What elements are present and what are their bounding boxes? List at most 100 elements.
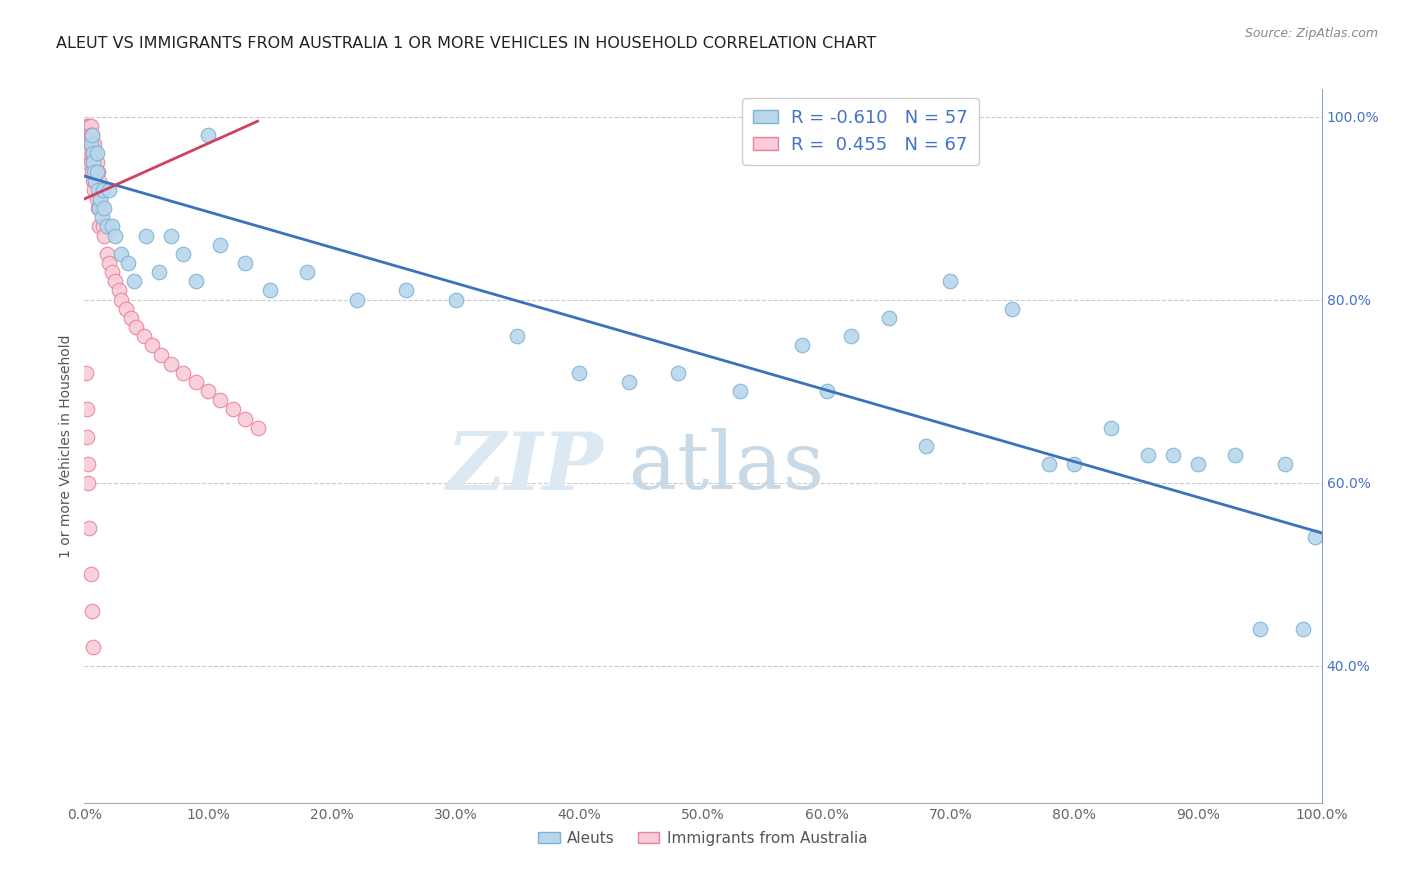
Point xyxy=(1274,458,1296,472)
Point xyxy=(89,192,111,206)
Point xyxy=(79,146,101,161)
Point xyxy=(120,310,142,325)
Point xyxy=(91,219,114,234)
Text: ZIP: ZIP xyxy=(447,429,605,506)
Point xyxy=(86,155,108,169)
Point xyxy=(98,256,121,270)
Point xyxy=(197,128,219,142)
Point xyxy=(91,183,114,197)
Point xyxy=(790,338,813,352)
Point xyxy=(86,164,108,178)
Point xyxy=(87,164,110,178)
Point xyxy=(1292,622,1315,636)
Point xyxy=(1001,301,1024,316)
Point xyxy=(1305,531,1327,545)
Point xyxy=(80,164,103,178)
Point xyxy=(79,137,101,152)
Point xyxy=(96,247,118,261)
Point xyxy=(75,366,97,380)
Point xyxy=(1223,448,1246,462)
Point xyxy=(148,265,170,279)
Point xyxy=(98,183,121,197)
Point xyxy=(197,384,219,398)
Point xyxy=(1137,448,1160,462)
Point xyxy=(815,384,838,398)
Point xyxy=(110,293,132,307)
Text: Source: ZipAtlas.com: Source: ZipAtlas.com xyxy=(1244,27,1378,40)
Point xyxy=(444,293,467,307)
Point xyxy=(150,347,173,361)
Point xyxy=(87,183,110,197)
Point xyxy=(89,192,111,206)
Point xyxy=(1099,420,1122,434)
Point xyxy=(728,384,751,398)
Point xyxy=(82,137,104,152)
Point xyxy=(82,146,104,161)
Point xyxy=(79,119,101,133)
Point xyxy=(132,329,155,343)
Point xyxy=(83,164,105,178)
Point xyxy=(117,256,139,270)
Point xyxy=(75,137,97,152)
Point xyxy=(82,174,104,188)
Point xyxy=(1161,448,1184,462)
Point xyxy=(79,128,101,142)
Point xyxy=(93,201,115,215)
Point xyxy=(89,174,111,188)
Point xyxy=(233,411,256,425)
Point xyxy=(80,128,103,142)
Point xyxy=(100,265,122,279)
Point xyxy=(82,155,104,169)
Point xyxy=(79,521,101,535)
Point xyxy=(122,274,145,288)
Point xyxy=(76,430,98,444)
Point xyxy=(184,274,207,288)
Point xyxy=(914,439,936,453)
Point xyxy=(82,155,104,169)
Point xyxy=(87,201,110,215)
Point xyxy=(79,137,101,152)
Text: atlas: atlas xyxy=(628,428,824,507)
Point xyxy=(86,192,108,206)
Point xyxy=(110,247,132,261)
Point xyxy=(76,119,98,133)
Point xyxy=(233,256,256,270)
Point xyxy=(79,128,101,142)
Point xyxy=(108,284,131,298)
Point xyxy=(939,274,962,288)
Point xyxy=(83,137,105,152)
Point xyxy=(506,329,529,343)
Point xyxy=(125,320,148,334)
Point xyxy=(84,174,107,188)
Point xyxy=(841,329,863,343)
Point xyxy=(96,219,118,234)
Point xyxy=(83,164,105,178)
Point xyxy=(77,119,100,133)
Point xyxy=(77,146,100,161)
Legend: Aleuts, Immigrants from Australia: Aleuts, Immigrants from Australia xyxy=(533,825,873,852)
Point xyxy=(89,201,111,215)
Point xyxy=(172,366,194,380)
Point xyxy=(84,174,107,188)
Point xyxy=(115,301,138,316)
Point xyxy=(222,402,245,417)
Point xyxy=(246,420,269,434)
Point xyxy=(89,219,111,234)
Point xyxy=(666,366,689,380)
Point xyxy=(80,128,103,142)
Point xyxy=(104,274,127,288)
Point xyxy=(93,228,115,243)
Point xyxy=(80,137,103,152)
Point xyxy=(395,284,418,298)
Point xyxy=(184,375,207,389)
Point xyxy=(209,393,232,408)
Point xyxy=(259,284,281,298)
Point xyxy=(1063,458,1085,472)
Point xyxy=(209,237,232,252)
Point xyxy=(295,265,318,279)
Point xyxy=(172,247,194,261)
Point xyxy=(76,137,98,152)
Point xyxy=(77,137,100,152)
Text: ALEUT VS IMMIGRANTS FROM AUSTRALIA 1 OR MORE VEHICLES IN HOUSEHOLD CORRELATION C: ALEUT VS IMMIGRANTS FROM AUSTRALIA 1 OR … xyxy=(56,36,876,51)
Point xyxy=(90,211,112,225)
